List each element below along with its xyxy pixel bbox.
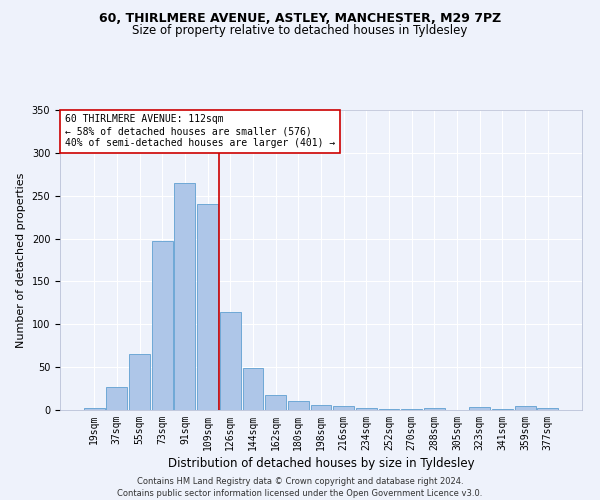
Bar	[242, 368, 263, 410]
Bar	[106, 387, 127, 410]
Text: Contains HM Land Registry data © Crown copyright and database right 2024.
Contai: Contains HM Land Registry data © Crown c…	[118, 476, 482, 498]
Bar	[538, 408, 558, 410]
Bar	[515, 406, 536, 410]
Y-axis label: Number of detached properties: Number of detached properties	[16, 172, 26, 348]
Bar	[311, 405, 331, 410]
Bar	[379, 409, 400, 410]
Bar	[129, 354, 150, 410]
Bar	[492, 409, 513, 410]
Text: 60, THIRLMERE AVENUE, ASTLEY, MANCHESTER, M29 7PZ: 60, THIRLMERE AVENUE, ASTLEY, MANCHESTER…	[99, 12, 501, 26]
Bar	[84, 408, 104, 410]
Text: 60 THIRLMERE AVENUE: 112sqm
← 58% of detached houses are smaller (576)
40% of se: 60 THIRLMERE AVENUE: 112sqm ← 58% of det…	[65, 114, 335, 148]
Bar	[424, 408, 445, 410]
Bar	[469, 408, 490, 410]
Bar	[333, 406, 354, 410]
Bar	[175, 183, 196, 410]
Bar	[288, 402, 309, 410]
Bar	[197, 204, 218, 410]
Bar	[152, 241, 173, 410]
X-axis label: Distribution of detached houses by size in Tyldesley: Distribution of detached houses by size …	[167, 457, 475, 470]
Bar	[401, 409, 422, 410]
Text: Size of property relative to detached houses in Tyldesley: Size of property relative to detached ho…	[133, 24, 467, 37]
Bar	[356, 408, 377, 410]
Bar	[265, 394, 286, 410]
Bar	[220, 312, 241, 410]
